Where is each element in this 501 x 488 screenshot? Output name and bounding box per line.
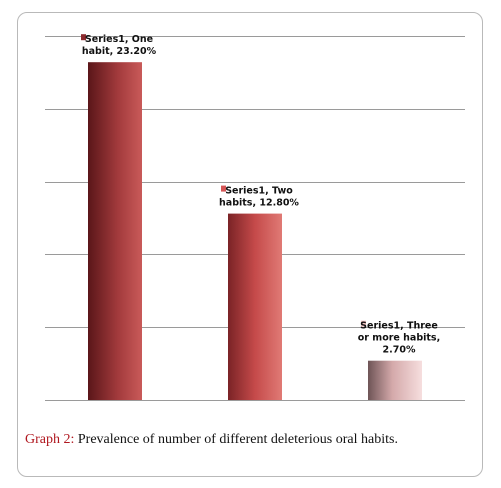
bar-1 (88, 62, 142, 400)
data-label-line: or more habits, (358, 333, 440, 344)
data-label-line: habits, 12.80% (219, 198, 299, 209)
caption-label: Graph 2: (25, 432, 75, 447)
data-label-line: Series1, Two (225, 186, 293, 197)
data-label-marker (81, 34, 86, 41)
data-label-line: habit, 23.20% (82, 46, 157, 57)
data-label-line: 2.70% (383, 345, 416, 356)
bar-2 (228, 213, 282, 400)
data-label-marker (361, 320, 366, 327)
data-label-marker (221, 185, 226, 192)
caption-text: Prevalence of number of different delete… (74, 432, 398, 447)
data-label-line: Series1, One (85, 34, 153, 45)
bar-3 (368, 360, 422, 400)
figure-caption: Graph 2: Prevalence of number of differe… (25, 432, 485, 448)
data-label-line: Series1, Three (360, 321, 438, 332)
bars (88, 62, 422, 400)
